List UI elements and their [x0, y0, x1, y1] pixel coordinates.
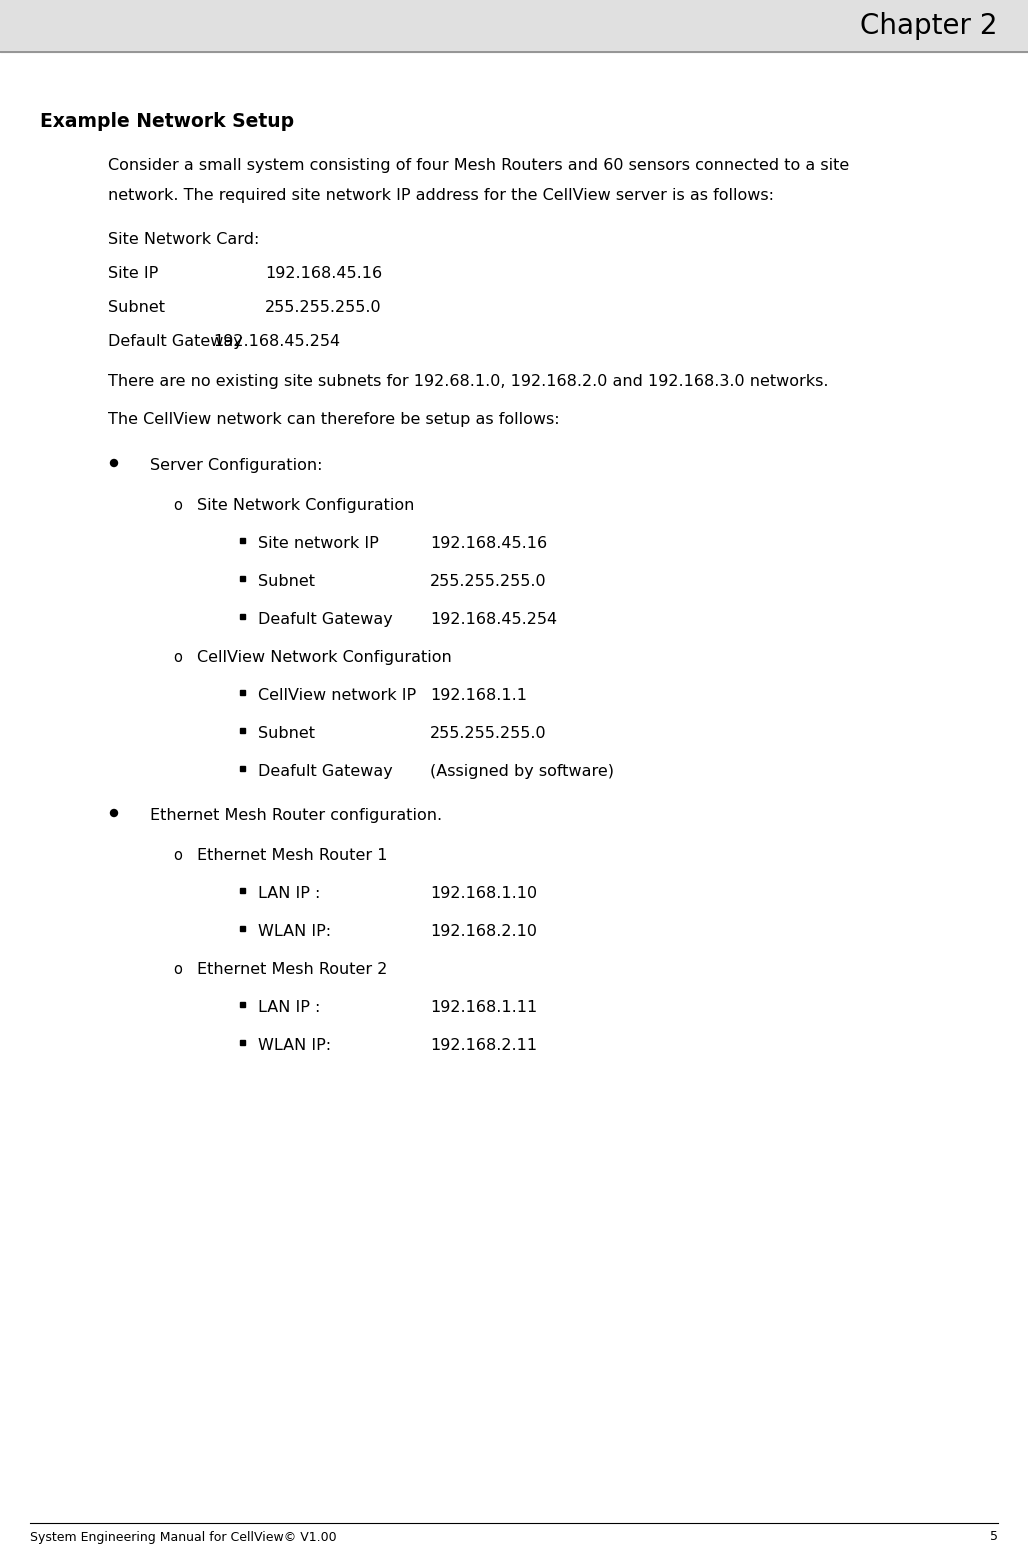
Text: CellView network IP: CellView network IP	[258, 688, 416, 703]
Text: LAN IP :: LAN IP :	[258, 886, 321, 901]
Text: Deafult Gateway: Deafult Gateway	[258, 764, 393, 780]
Text: 5: 5	[990, 1531, 998, 1543]
Text: Server Configuration:: Server Configuration:	[150, 458, 323, 472]
Text: 255.255.255.0: 255.255.255.0	[430, 726, 547, 741]
Bar	[240, 1002, 245, 1007]
Bar	[240, 728, 245, 733]
Text: System Engineering Manual for CellView© V1.00: System Engineering Manual for CellView© …	[30, 1531, 336, 1543]
Text: o: o	[173, 962, 182, 977]
Circle shape	[110, 460, 117, 466]
Bar	[240, 765, 245, 772]
Text: Deafult Gateway: Deafult Gateway	[258, 613, 393, 627]
Text: Ethernet Mesh Router 2: Ethernet Mesh Router 2	[197, 962, 388, 977]
Text: Site Network Configuration: Site Network Configuration	[197, 497, 414, 513]
Text: 192.168.1.1: 192.168.1.1	[430, 688, 527, 703]
Text: 192.168.1.10: 192.168.1.10	[430, 886, 537, 901]
Text: LAN IP :: LAN IP :	[258, 999, 321, 1015]
Bar	[240, 614, 245, 619]
Text: Subnet: Subnet	[108, 299, 166, 315]
Text: Example Network Setup: Example Network Setup	[40, 112, 294, 131]
Text: network. The required site network IP address for the CellView server is as foll: network. The required site network IP ad…	[108, 189, 774, 203]
Text: 192.168.45.254: 192.168.45.254	[213, 334, 340, 349]
Text: 192.168.2.10: 192.168.2.10	[430, 924, 537, 939]
Text: Site network IP: Site network IP	[258, 536, 378, 550]
Text: o: o	[173, 848, 182, 864]
Text: The CellView network can therefore be setup as follows:: The CellView network can therefore be se…	[108, 412, 559, 427]
Bar	[240, 575, 245, 582]
Bar	[240, 538, 245, 543]
Text: Chapter 2: Chapter 2	[860, 12, 998, 41]
Text: 192.168.45.16: 192.168.45.16	[430, 536, 547, 550]
Text: Consider a small system consisting of four Mesh Routers and 60 sensors connected: Consider a small system consisting of fo…	[108, 157, 849, 173]
Text: 255.255.255.0: 255.255.255.0	[430, 574, 547, 589]
Text: Subnet: Subnet	[258, 726, 315, 741]
Text: WLAN IP:: WLAN IP:	[258, 1038, 331, 1052]
Text: o: o	[173, 497, 182, 513]
Text: WLAN IP:: WLAN IP:	[258, 924, 331, 939]
Bar	[240, 1040, 245, 1045]
Bar	[240, 889, 245, 893]
Text: Ethernet Mesh Router configuration.: Ethernet Mesh Router configuration.	[150, 808, 442, 823]
Text: 192.168.45.16: 192.168.45.16	[265, 267, 382, 281]
Bar	[240, 691, 245, 695]
Circle shape	[110, 809, 117, 817]
Text: 255.255.255.0: 255.255.255.0	[265, 299, 381, 315]
Text: 192.168.1.11: 192.168.1.11	[430, 999, 538, 1015]
Text: 192.168.45.254: 192.168.45.254	[430, 613, 557, 627]
Text: Site IP: Site IP	[108, 267, 158, 281]
Text: Site Network Card:: Site Network Card:	[108, 232, 259, 246]
Text: o: o	[173, 650, 182, 666]
Text: Default Gateway: Default Gateway	[108, 334, 243, 349]
Text: Subnet: Subnet	[258, 574, 315, 589]
Bar	[0, 0, 1028, 51]
Text: (Assigned by software): (Assigned by software)	[430, 764, 614, 780]
Text: 192.168.2.11: 192.168.2.11	[430, 1038, 537, 1052]
Bar	[240, 926, 245, 931]
Text: There are no existing site subnets for 192.68.1.0, 192.168.2.0 and 192.168.3.0 n: There are no existing site subnets for 1…	[108, 374, 829, 390]
Text: CellView Network Configuration: CellView Network Configuration	[197, 650, 451, 666]
Text: Ethernet Mesh Router 1: Ethernet Mesh Router 1	[197, 848, 388, 864]
